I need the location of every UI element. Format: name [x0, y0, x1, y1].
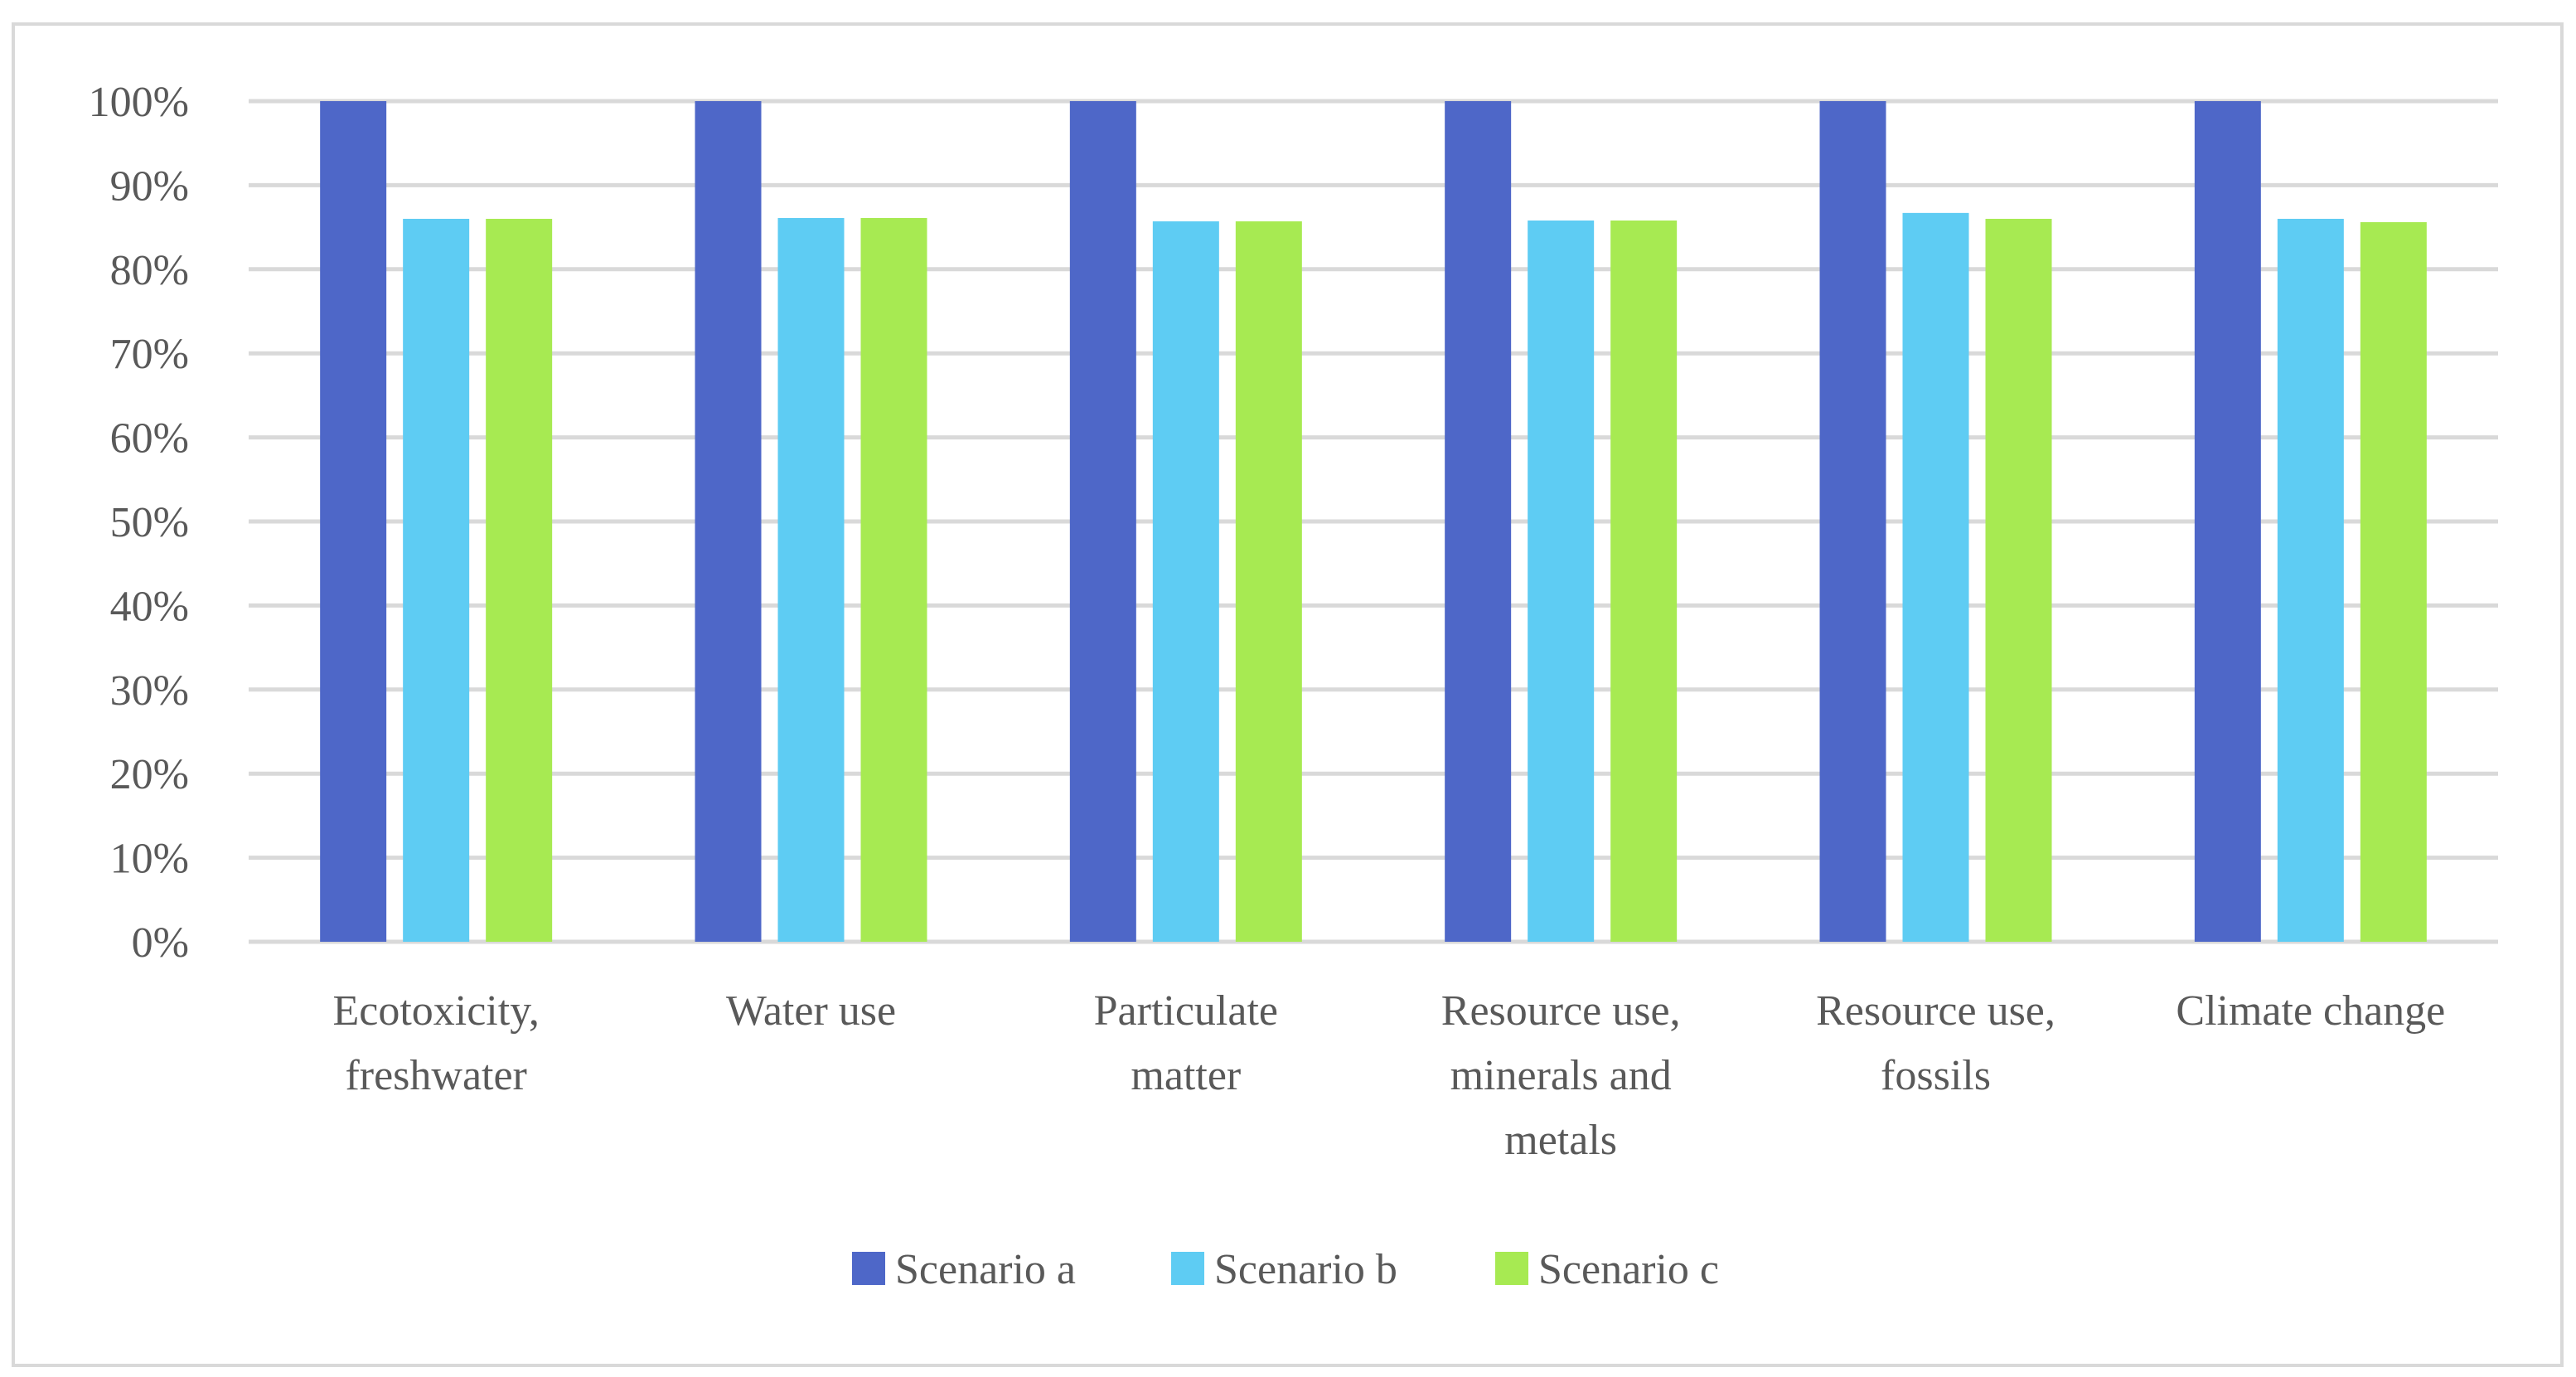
legend-swatch	[852, 1252, 885, 1285]
bar-scenario-c-cat-2	[860, 217, 927, 942]
legend-label: Scenario b	[1214, 1246, 1397, 1293]
y-tick-label: 0%	[132, 919, 189, 967]
y-tick-label: 10%	[110, 836, 189, 883]
y-tick-label: 80%	[110, 247, 189, 294]
y-tick-label: 90%	[110, 162, 189, 210]
bar-scenario-b-cat-3	[1152, 221, 1219, 942]
bar-scenario-b-cat-4	[1528, 220, 1595, 942]
bar-scenario-b-cat-2	[777, 217, 845, 942]
bar-scenario-c-cat-1	[486, 218, 553, 943]
gridlines	[249, 99, 2498, 944]
x-category-label: Particulate matter	[1094, 987, 1278, 1099]
x-axis-categories: Ecotoxicity, freshwater Water use Particula…	[332, 987, 2445, 1164]
y-tick-label: 50%	[110, 499, 189, 546]
x-category-label: Ecotoxicity, freshwater	[332, 987, 539, 1099]
bars	[320, 101, 2427, 943]
bar-scenario-c-cat-5	[1985, 218, 2052, 943]
bar-scenario-b-cat-5	[1902, 212, 1969, 942]
y-tick-label: 100%	[89, 79, 189, 126]
x-category-label: Water use	[726, 987, 896, 1035]
legend-item-scenario-a: Scenario a	[852, 1246, 1076, 1293]
bar-scenario-a-cat-5	[1819, 101, 1886, 942]
legend: Scenario a Scenario b Scenario c	[852, 1246, 1719, 1293]
bar-scenario-a-cat-6	[2194, 101, 2261, 942]
bar-scenario-c-cat-4	[1610, 220, 1678, 942]
y-tick-label: 70%	[110, 331, 189, 378]
y-axis-ticks: 0% 10% 20% 30% 40% 50% 60% 70% 80% 90% 100%	[89, 79, 189, 967]
legend-swatch	[1171, 1252, 1204, 1285]
x-category-label: Resource use, fossils	[1816, 987, 2055, 1099]
y-tick-label: 30%	[110, 667, 189, 715]
bar-scenario-a-cat-4	[1445, 101, 1512, 942]
y-tick-label: 40%	[110, 583, 189, 630]
legend-item-scenario-c: Scenario c	[1495, 1246, 1719, 1293]
bar-scenario-c-cat-6	[2360, 222, 2427, 942]
x-category-label: Resource use, minerals and metals	[1441, 987, 1681, 1164]
bar-scenario-c-cat-3	[1235, 221, 1302, 942]
legend-label: Scenario c	[1538, 1246, 1719, 1293]
y-tick-label: 60%	[110, 415, 189, 463]
x-category-label: Climate change	[2176, 987, 2445, 1035]
bar-scenario-b-cat-6	[2277, 218, 2344, 943]
legend-label: Scenario a	[895, 1246, 1076, 1293]
bar-scenario-a-cat-1	[320, 101, 387, 942]
bar-scenario-a-cat-2	[695, 101, 762, 942]
legend-swatch	[1495, 1252, 1528, 1285]
bar-scenario-b-cat-1	[403, 218, 470, 943]
bar-scenario-a-cat-3	[1069, 101, 1136, 942]
y-tick-label: 20%	[110, 751, 189, 798]
legend-item-scenario-b: Scenario b	[1171, 1246, 1397, 1293]
